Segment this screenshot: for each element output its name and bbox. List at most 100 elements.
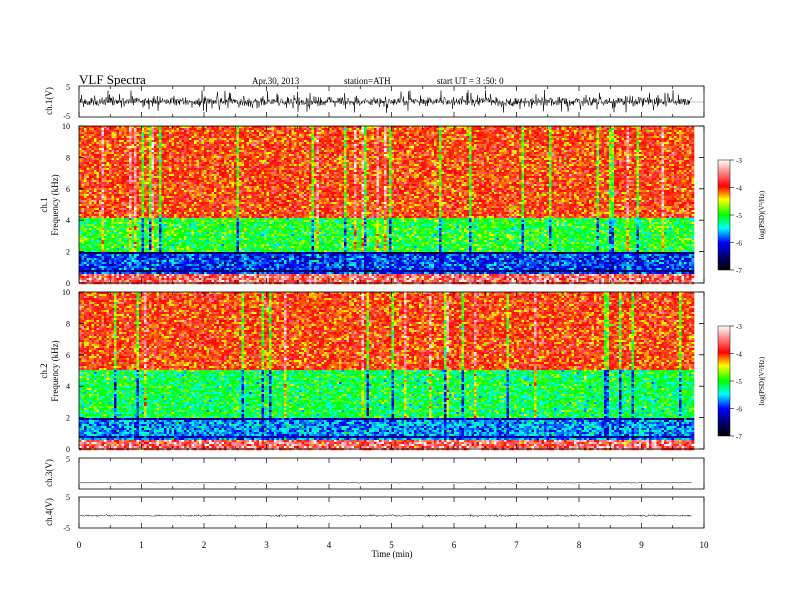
spectrogram-cell [107, 248, 110, 250]
spectrogram-cell [152, 174, 155, 176]
spectrogram-cell [149, 206, 152, 208]
spectrogram-cell [214, 274, 217, 276]
spectrogram-cell [212, 256, 215, 258]
spectrogram-cell [117, 142, 120, 144]
spectrogram-cell [229, 140, 232, 142]
spectrogram-cell [102, 132, 105, 134]
spectrogram-cell [197, 226, 200, 228]
spectrogram-cell [229, 252, 232, 254]
spectrogram-cell [129, 188, 132, 190]
spectrogram-cell [104, 236, 107, 238]
spectrogram-cell [89, 208, 92, 210]
spectrogram-cell [97, 230, 100, 232]
spectrogram-cell [119, 212, 122, 214]
spectrogram-cell [167, 212, 170, 214]
spectrogram-cell [99, 238, 102, 240]
spectrogram-cell [127, 168, 130, 170]
spectrogram-cell [209, 150, 212, 152]
spectrogram-cell [89, 166, 92, 168]
spectrogram-cell [127, 218, 130, 220]
spectrogram-cell [172, 254, 175, 256]
spectrogram-cell [187, 244, 190, 246]
spectrogram-cell [199, 158, 202, 160]
spectrogram-cell [149, 170, 152, 172]
spectrogram-cell [189, 274, 192, 276]
spectrogram-cell [202, 160, 205, 162]
spectrogram-cell [202, 170, 205, 172]
spectrogram-cell [187, 216, 190, 218]
spectrogram-cell [179, 270, 182, 272]
spectrogram-cell [87, 232, 90, 234]
spectrogram-cell [199, 182, 202, 184]
spectrogram-cell [224, 236, 227, 238]
spectrogram-cell [214, 156, 217, 158]
spectrogram-cell [207, 216, 210, 218]
spectrogram-cell [159, 230, 162, 232]
spectrogram-cell [179, 272, 182, 274]
spectrogram-cell [189, 262, 192, 264]
spectrogram-cell [134, 272, 137, 274]
spectrogram-cell [117, 280, 120, 282]
spectrogram-cell [147, 184, 150, 186]
spectrogram-cell [117, 140, 120, 142]
spectrogram-cell [209, 192, 212, 194]
spectrogram-cell [199, 174, 202, 176]
spectrogram-cell [82, 280, 85, 282]
spectrogram-cell [212, 134, 215, 136]
spectrogram-cell [157, 274, 160, 276]
spectrogram-cell [194, 144, 197, 146]
spectrogram-cell [124, 152, 127, 154]
spectrogram-cell [142, 246, 145, 248]
spectrogram-cell [92, 142, 95, 144]
spectrogram-cell [229, 240, 232, 242]
spectrogram-cell [207, 250, 210, 252]
spectrogram-cell [142, 232, 145, 234]
spectrogram-cell [212, 150, 215, 152]
spectrogram-cell [82, 200, 85, 202]
spectrogram-cell [184, 178, 187, 180]
spectrogram-cell [174, 180, 177, 182]
spectrogram-cell [154, 274, 157, 276]
spectrogram-cell [92, 240, 95, 242]
spectrogram-cell [197, 184, 200, 186]
spectrogram-cell [122, 196, 125, 198]
spectrogram-cell [222, 224, 225, 226]
spectrogram-cell [104, 228, 107, 230]
spectrogram-cell [117, 136, 120, 138]
spectrogram-cell [84, 210, 87, 212]
spectrogram-cell [102, 250, 105, 252]
spectrogram-cell [79, 200, 82, 202]
spectrogram-cell [199, 150, 202, 152]
spectrogram-cell [152, 202, 155, 204]
spectrogram-cell [212, 130, 215, 132]
spectrogram-cell [197, 194, 200, 196]
spectrogram-cell [212, 230, 215, 232]
spectrogram-cell [132, 148, 135, 150]
spectrogram-cell [207, 172, 210, 174]
spectrogram-cell [89, 218, 92, 220]
spectrogram-cell [192, 184, 195, 186]
spectrogram-cell [219, 260, 222, 262]
spectrogram-cell [122, 218, 125, 220]
spectrogram-cell [167, 182, 170, 184]
spectrogram-cell [207, 194, 210, 196]
spectrogram-cell [104, 182, 107, 184]
spectrogram-cell [99, 220, 102, 222]
spectrogram-cell [164, 140, 167, 142]
spectrogram-cell [192, 252, 195, 254]
spectrogram-cell [207, 274, 210, 276]
spectrogram-cell [179, 230, 182, 232]
spectrogram-cell [189, 150, 192, 152]
spectrogram-cell [122, 234, 125, 236]
spectrogram-cell [197, 214, 200, 216]
spectrogram-cell [187, 280, 190, 282]
spectrogram-cell [159, 132, 162, 134]
spectrogram-cell [127, 162, 130, 164]
spectrogram-cell [179, 246, 182, 248]
spectrogram-cell [184, 220, 187, 222]
spectrogram-cell [219, 242, 222, 244]
spectrogram-cell [209, 214, 212, 216]
spectrogram-cell [194, 208, 197, 210]
spectrogram-cell [114, 244, 117, 246]
spectrogram-cell [209, 186, 212, 188]
